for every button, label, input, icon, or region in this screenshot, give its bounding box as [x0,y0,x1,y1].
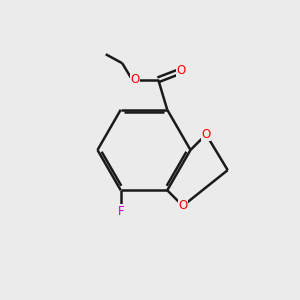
Text: O: O [178,200,188,212]
Text: F: F [117,205,124,218]
Text: O: O [130,73,140,86]
Text: O: O [202,128,211,141]
Text: O: O [177,64,186,77]
